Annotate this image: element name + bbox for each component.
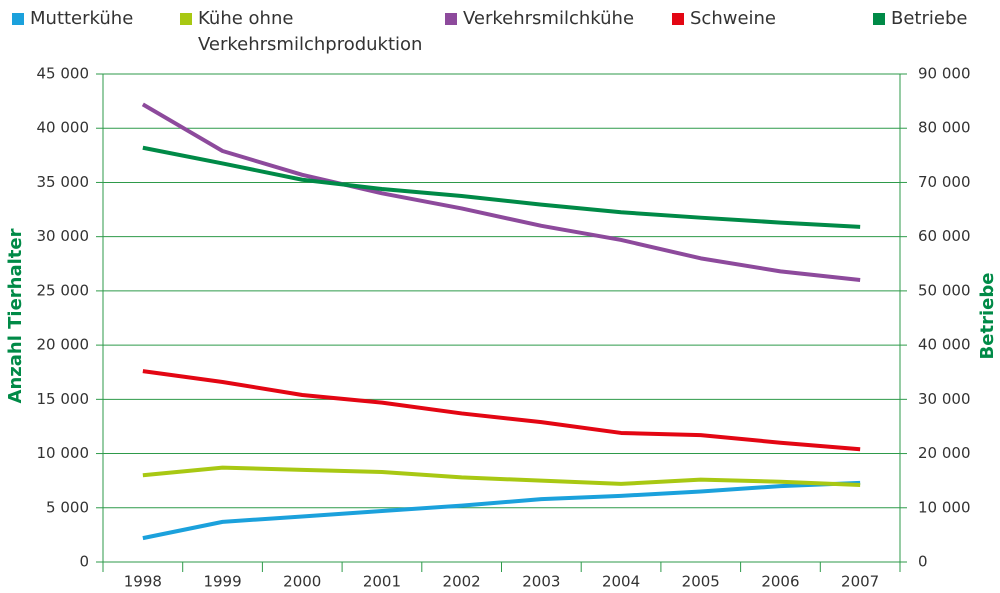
y-axis-title: Anzahl Tierhalter (5, 228, 26, 403)
y2-tick-label: 0 (918, 553, 928, 571)
y2-tick-label: 30 000 (918, 390, 971, 408)
y2-tick-label: 60 000 (918, 227, 971, 245)
y2-tick-label: 40 000 (918, 336, 971, 354)
y2-tick-label: 50 000 (918, 281, 971, 299)
y2-tick-label: 10 000 (918, 498, 971, 516)
y2-axis-title: Betriebe (977, 273, 998, 360)
legend-swatch (12, 13, 24, 25)
series-line (142, 480, 861, 541)
legend-item: Kühe ohne Verkehrsmilchproduktion (180, 6, 448, 58)
y-tick-label: 20 000 (37, 336, 90, 354)
legend-label: Schweine (690, 8, 777, 29)
legend-item: Schweine (672, 6, 776, 32)
legend-label: Betriebe (891, 8, 968, 29)
y-tick-label: 35 000 (37, 173, 90, 191)
series-line (142, 369, 861, 452)
x-tick-label: 2003 (522, 573, 560, 591)
legend-swatch (873, 13, 885, 25)
y-tick-label: 10 000 (37, 444, 90, 462)
y-tick-label: 30 000 (37, 227, 90, 245)
x-tick-label: 2004 (602, 573, 640, 591)
legend-swatch (180, 13, 192, 25)
series-line (142, 465, 861, 488)
legend-item: Betriebe (873, 6, 967, 32)
y-tick-label: 45 000 (37, 65, 90, 83)
legend-label: Verkehrsmilchkühe (463, 8, 635, 29)
legend-label: Mutterkühe (30, 8, 134, 29)
y-tick-label: 25 000 (37, 281, 90, 299)
x-tick-label: 1998 (124, 573, 162, 591)
y2-tick-label: 20 000 (918, 444, 971, 462)
y-tick-label: 40 000 (37, 119, 90, 137)
x-tick-label: 2001 (363, 573, 401, 591)
legend-item: Verkehrsmilchkühe (445, 6, 634, 32)
legend-label: Kühe ohne Verkehrsmilchproduktion (198, 8, 423, 55)
y2-tick-label: 70 000 (918, 173, 971, 191)
legend-item: Mutterkühe (12, 6, 133, 32)
x-tick-label: 2006 (761, 573, 799, 591)
y-tick-label: 0 (79, 553, 89, 571)
series-line (142, 145, 861, 229)
x-tick-label: 1999 (203, 573, 241, 591)
legend-swatch (445, 13, 457, 25)
series-line (141, 102, 861, 283)
y2-tick-label: 90 000 (918, 65, 971, 83)
x-tick-label: 2002 (443, 573, 481, 591)
x-tick-label: 2005 (682, 573, 720, 591)
y-tick-label: 5 000 (46, 498, 89, 516)
legend: Mutterkühe Kühe ohne Verkehrsmilchprodukt… (0, 6, 1000, 66)
x-tick-label: 2007 (841, 573, 879, 591)
y-tick-label: 15 000 (37, 390, 90, 408)
legend-swatch (672, 13, 684, 25)
y2-tick-label: 80 000 (918, 119, 971, 137)
x-tick-label: 2000 (283, 573, 321, 591)
